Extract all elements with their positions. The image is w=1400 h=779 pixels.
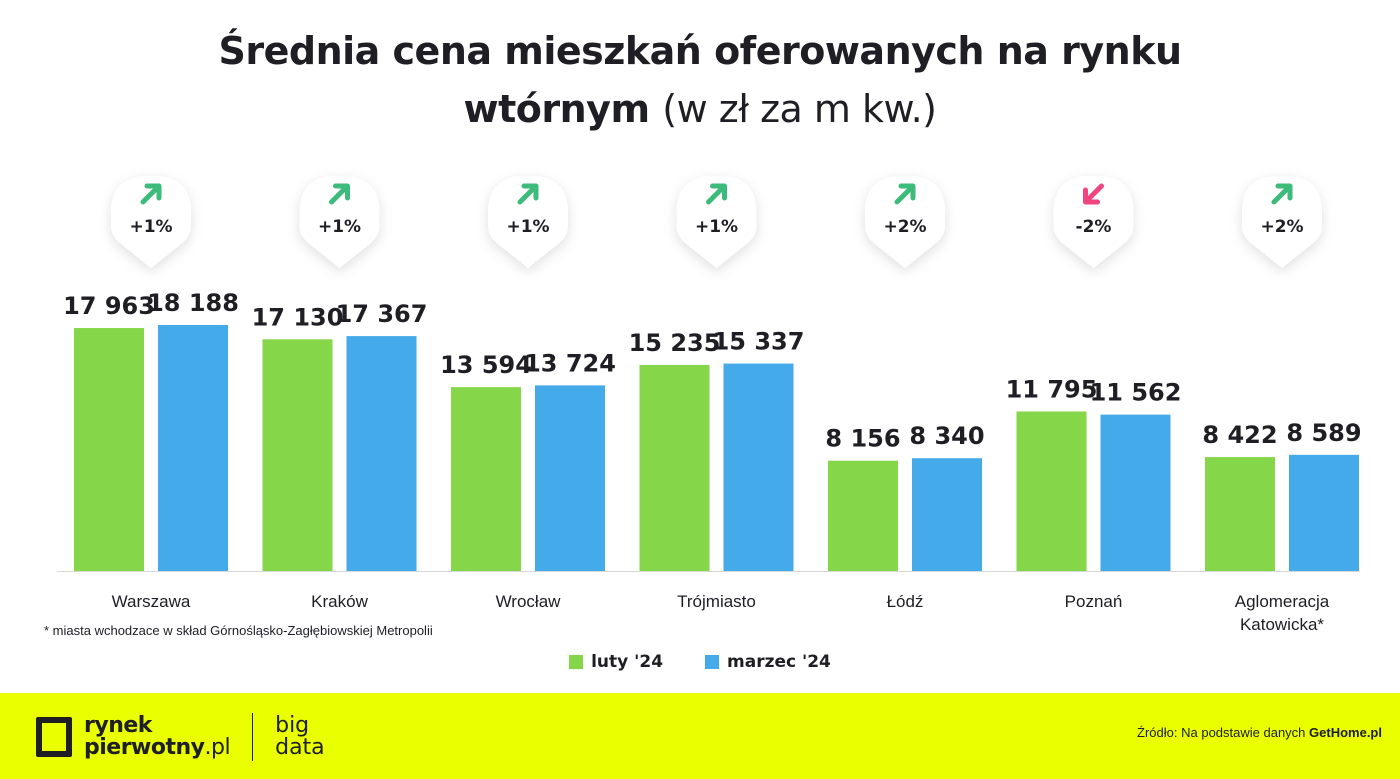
legend-label: marzec '24 [727,652,831,672]
badge-shape [865,176,945,268]
data-label: 8 589 [1286,419,1361,447]
bar-marzec [1289,454,1359,571]
footer-bar: rynek pierwotny.pl big data Źródło: Na p… [0,693,1400,779]
logo-divider [252,713,254,761]
arrow-up-right-icon [517,183,539,205]
data-label: 18 188 [147,289,239,317]
legend-swatch [569,655,584,669]
arrow-down-left-icon [1083,183,1104,205]
bar-luty [262,339,333,571]
title-unit: (w zł za m kw.) [662,87,937,131]
change-label: +1% [695,217,738,237]
change-badge: +2% [865,176,945,268]
x-tick-label: Kraków [311,592,368,611]
bar-marzec [723,363,794,571]
x-tick-label: Warszawa [112,592,191,611]
legend-label: luty '24 [591,652,664,672]
bar-marzec [535,385,605,571]
title-bold: wtórnym [463,87,651,131]
legend: luty '24 marzec '24 [0,652,1400,672]
change-badge: +1% [676,176,757,268]
data-label: 17 367 [336,300,428,328]
arrow-up-right-icon [140,183,162,205]
arrow-up-right-icon [1271,183,1293,205]
badge-shape [676,176,757,268]
chart-title: Średnia cena mieszkań oferowanych na ryn… [0,22,1400,138]
data-label: 13 724 [524,349,616,377]
big-line-1: big [275,713,310,738]
data-label: 15 337 [713,328,805,356]
bar-luty [1205,457,1275,571]
bar-marzec [346,336,417,571]
bar-marzec [912,458,982,571]
badge-shape [488,176,568,268]
x-tick-label: Poznań [1065,592,1123,611]
legend-item-marzec: marzec '24 [705,652,831,672]
data-label: 13 594 [440,351,532,379]
rynekpierwotny-logo: rynek pierwotny.pl big data [36,713,325,761]
data-label: 11 562 [1090,379,1182,407]
logo-line-1: rynek [84,713,152,738]
change-badge: +1% [111,176,191,268]
arrow-up-right-icon [329,183,350,205]
data-label: 8 156 [825,425,900,453]
x-tick-label: Wrocław [496,592,562,611]
change-label: +2% [1260,217,1303,237]
data-label: 11 795 [1006,375,1098,403]
x-tick-label: Łódź [887,592,924,611]
legend-swatch [705,655,720,669]
change-badge: +2% [1242,176,1322,268]
bar-luty [639,364,710,571]
bar-luty [74,328,144,571]
bar-marzec [1100,414,1171,571]
change-badge: +1% [488,176,568,268]
data-label: 17 963 [63,292,155,320]
logo-suffix: .pl [204,735,231,760]
x-tick-label: Aglomeracja [1235,592,1330,611]
change-badge: +1% [299,176,380,268]
legend-item-luty: luty '24 [569,652,663,672]
change-label: +1% [129,217,172,237]
logo-line-2: pierwotny [84,735,205,760]
footnote: * miasta wchodzace w skład Górnośląsko-Z… [44,623,433,638]
title-line-2: wtórnym (w zł za m kw.) [0,80,1400,138]
bar-marzec [158,325,228,571]
badge-shape [1053,176,1134,268]
source-name: GetHome.pl [1309,725,1382,740]
change-label: +1% [318,217,361,237]
change-label: +2% [883,217,926,237]
bar-luty [828,460,898,571]
x-tick-label: Katowicka* [1240,615,1324,634]
data-label: 8 340 [909,422,984,450]
data-label: 17 130 [252,303,344,331]
bar-luty [451,387,521,571]
badge-shape [299,176,380,268]
big-line-2: data [275,735,325,760]
change-label: +1% [506,217,549,237]
arrow-up-right-icon [894,183,916,205]
logo-mark-icon [36,717,72,757]
data-label: 15 235 [629,329,721,357]
badge-shape [111,176,191,268]
badge-shape [1242,176,1322,268]
change-badge: -2% [1053,176,1134,268]
title-line-1: Średnia cena mieszkań oferowanych na ryn… [218,29,1182,73]
source-prefix: Źródło: Na podstawie danych [1137,725,1306,740]
data-label: 8 422 [1202,421,1277,449]
bar-luty [1016,411,1087,571]
source-text: Źródło: Na podstawie danych GetHome.pl [1137,725,1382,740]
arrow-up-right-icon [706,183,727,205]
big-data-logo: big data [275,715,325,759]
x-tick-label: Trójmiasto [677,592,756,611]
change-label: -2% [1076,217,1112,237]
